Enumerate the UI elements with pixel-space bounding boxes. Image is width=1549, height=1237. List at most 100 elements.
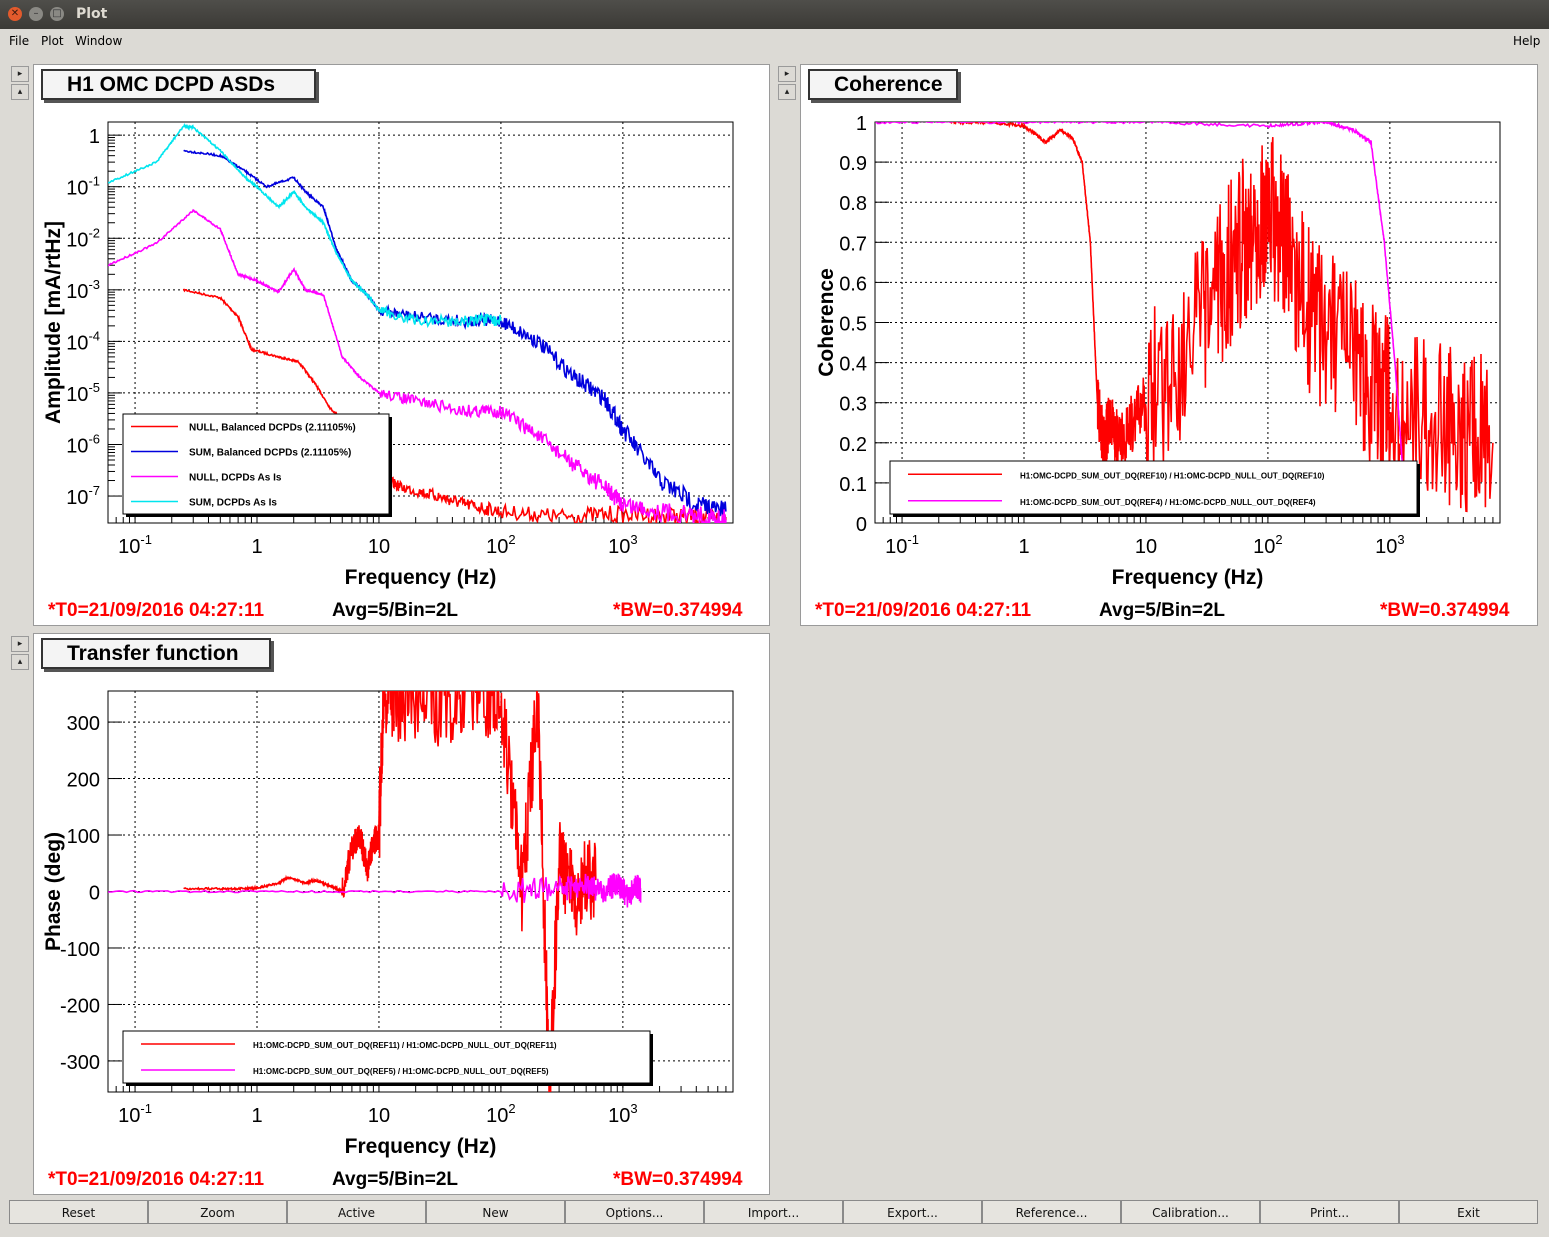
tf-avg-label: Avg=5/Bin=2L	[332, 1169, 459, 1190]
series-line-2	[875, 122, 1416, 516]
tf-panel-title: Transfer function	[41, 638, 271, 669]
print-button[interactable]: Print...	[1260, 1200, 1399, 1224]
legend-label-2: H1:OMC-DCPD_SUM_OUT_DQ(REF4) / H1:OMC-DC…	[1020, 498, 1316, 507]
coherence-chart[interactable]: 10-1 1 10 102 103 0 0.1 0.2 0.3 0.4 0.5 0.6 0.7 0.8 0.…	[801, 65, 1537, 625]
y-tick-label: -100	[60, 939, 100, 961]
tf-bw-label: *BW=0.374994	[613, 1169, 743, 1190]
legend-label-4: SUM, DCPDs As Is	[189, 498, 277, 509]
legend-box	[122, 413, 390, 515]
menubar: File Plot Window Help	[0, 29, 1549, 53]
y-tick-label: 10-5	[66, 380, 100, 406]
x-tick-label: 1	[251, 536, 262, 558]
y-tick-label: 1	[89, 126, 100, 148]
menu-file[interactable]: File	[9, 34, 30, 48]
y-tick-label: 0.5	[839, 314, 867, 336]
menu-plot[interactable]: Plot	[41, 34, 64, 48]
options-button[interactable]: Options...	[565, 1200, 704, 1224]
panel-tf-expand-button[interactable]: ▸	[11, 636, 29, 652]
x-tick-label: 10-1	[885, 532, 919, 558]
y-tick-label: 1	[856, 113, 867, 135]
tf-panel[interactable]: 10-1 1 10 102 103 300 200 100 0 -100 -200 -300 Frequ…	[33, 633, 770, 1195]
import-button[interactable]: Import...	[704, 1200, 843, 1224]
exit-button[interactable]: Exit	[1399, 1200, 1538, 1224]
x-tick-label: 103	[608, 1101, 637, 1127]
close-icon[interactable]: ✕	[8, 7, 22, 21]
legend-label-3: NULL, DCPDs As Is	[189, 473, 282, 484]
legend-box	[889, 460, 1418, 515]
calibration-button[interactable]: Calibration...	[1121, 1200, 1260, 1224]
x-tick-label: 103	[608, 532, 637, 558]
y-tick-label: 0	[89, 883, 100, 905]
y-tick-label: 10-6	[66, 431, 100, 457]
panel-coherence-expand-button[interactable]: ▸	[778, 66, 796, 82]
panel-asd-expand-button[interactable]: ▸	[11, 66, 29, 82]
panel-asd-collapse-button[interactable]: ▴	[11, 84, 29, 100]
y-tick-label: 0.8	[839, 193, 867, 215]
y-tick-label: 0.9	[839, 153, 867, 175]
coherence-t0-label: *T0=21/09/2016 04:27:11	[815, 600, 1032, 621]
y-axis-label: Coherence	[815, 268, 838, 377]
y-tick-label: 200	[67, 770, 100, 792]
x-tick-label: 10	[368, 1105, 390, 1127]
coherence-avg-label: Avg=5/Bin=2L	[1099, 600, 1226, 621]
y-axis-label: Phase (deg)	[42, 832, 65, 951]
panel-coherence-collapse-button[interactable]: ▴	[778, 84, 796, 100]
new-button[interactable]: New	[426, 1200, 565, 1224]
series-line-2	[108, 873, 642, 908]
active-button[interactable]: Active	[287, 1200, 426, 1224]
x-tick-label: 102	[486, 532, 515, 558]
x-tick-label: 10-1	[118, 532, 152, 558]
legend-box	[122, 1030, 651, 1084]
x-tick-label: 103	[1375, 532, 1404, 558]
tf-chart[interactable]: 10-1 1 10 102 103 300 200 100 0 -100 -200 -300 Frequ…	[34, 634, 769, 1194]
y-tick-label: 0.6	[839, 273, 867, 295]
asd-t0-label: *T0=21/09/2016 04:27:11	[48, 600, 265, 621]
y-tick-label: -200	[60, 995, 100, 1017]
y-tick-label: 0.3	[839, 394, 867, 416]
y-tick-label: 300	[67, 713, 100, 735]
x-axis-label: Frequency (Hz)	[1112, 566, 1264, 589]
legend-label-1: H1:OMC-DCPD_SUM_OUT_DQ(REF10) / H1:OMC-D…	[1020, 471, 1325, 480]
legend-label-2: SUM, Balanced DCPDs (2.11105%)	[189, 448, 351, 459]
coherence-panel-title: Coherence	[808, 69, 958, 100]
y-tick-label: 0	[856, 514, 867, 536]
coherence-bw-label: *BW=0.374994	[1380, 600, 1510, 621]
series-line-3	[108, 208, 727, 523]
series-line-4	[108, 122, 502, 329]
menu-window[interactable]: Window	[75, 34, 123, 48]
y-tick-label: 0.2	[839, 434, 867, 456]
y-axis-label: Amplitude [mA/rtHz]	[42, 221, 65, 424]
x-tick-label: 1	[1018, 536, 1029, 558]
zoom-button[interactable]: Zoom	[148, 1200, 287, 1224]
asd-avg-label: Avg=5/Bin=2L	[332, 600, 459, 621]
y-tick-label: 10-3	[66, 277, 100, 303]
legend-label-1: NULL, Balanced DCPDs (2.11105%)	[189, 423, 356, 434]
x-tick-label: 10	[1135, 536, 1157, 558]
x-tick-label: 10	[368, 536, 390, 558]
coherence-panel[interactable]: 10-1 1 10 102 103 0 0.1 0.2 0.3 0.4 0.5 0.6 0.7 0.8 0.…	[800, 64, 1538, 626]
y-tick-label: 100	[67, 826, 100, 848]
bottom-toolbar: Reset Zoom Active New Options... Import.…	[0, 1198, 1549, 1237]
y-tick-label: 0.4	[839, 354, 867, 376]
minimize-icon[interactable]: –	[29, 7, 43, 21]
reference-button[interactable]: Reference...	[982, 1200, 1121, 1224]
y-tick-label: 0.1	[839, 474, 867, 496]
reset-button[interactable]: Reset	[9, 1200, 148, 1224]
export-button[interactable]: Export...	[843, 1200, 982, 1224]
legend-label-1: H1:OMC-DCPD_SUM_OUT_DQ(REF11) / H1:OMC-D…	[253, 1041, 557, 1050]
x-tick-label: 10-1	[118, 1101, 152, 1127]
asd-chart[interactable]: 10-1 1 10 102 103 1 10-1 10-2 10-3 10-4 10-5 10-6 10…	[34, 65, 769, 625]
menu-help[interactable]: Help	[1513, 34, 1541, 48]
panel-tf-collapse-button[interactable]: ▴	[11, 654, 29, 670]
legend-label-2: H1:OMC-DCPD_SUM_OUT_DQ(REF5) / H1:OMC-DC…	[253, 1067, 549, 1076]
y-tick-label: 0.7	[839, 233, 867, 255]
y-tick-label: 10-4	[66, 328, 100, 354]
x-axis-label: Frequency (Hz)	[345, 566, 497, 589]
y-tick-label: 10-7	[66, 483, 100, 509]
asd-panel[interactable]: 10-1 1 10 102 103 1 10-1 10-2 10-3 10-4 10-5 10-6 10…	[33, 64, 770, 626]
maximize-icon[interactable]: □	[50, 7, 64, 21]
series-line-1	[183, 691, 597, 1092]
x-tick-label: 102	[1253, 532, 1282, 558]
tf-t0-label: *T0=21/09/2016 04:27:11	[48, 1169, 265, 1190]
x-axis-label: Frequency (Hz)	[345, 1135, 497, 1158]
